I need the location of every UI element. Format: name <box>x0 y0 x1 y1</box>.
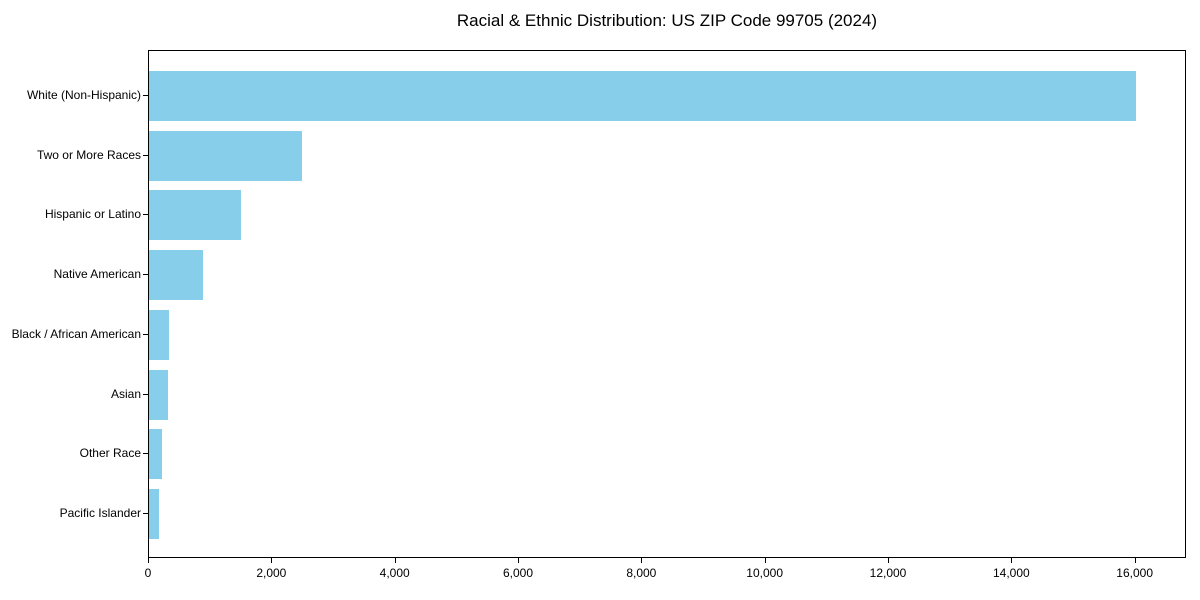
x-tick-label-16000: 16,000 <box>1116 566 1154 580</box>
x-tick-mark <box>148 558 149 563</box>
y-tick-label-two-or-more-races: Two or More Races <box>36 147 141 162</box>
y-tick-mark <box>143 453 148 455</box>
plot-area <box>148 50 1186 558</box>
x-tick-label-2000: 2,000 <box>256 566 287 580</box>
x-tick-label-6000: 6,000 <box>502 566 534 580</box>
x-tick-label-14000: 14,000 <box>992 566 1030 580</box>
x-tick-mark <box>641 558 643 563</box>
bar-pacific-islander <box>149 489 160 540</box>
y-tick-label-other-race: Other Race <box>79 446 141 461</box>
x-tick-mark <box>1011 558 1013 563</box>
x-tick-mark <box>518 558 519 563</box>
y-tick-mark <box>143 274 148 276</box>
bar-hispanic-or-latino <box>149 190 241 241</box>
x-tick-label-8000: 8,000 <box>626 566 657 580</box>
bar-two-or-more-races <box>149 130 302 181</box>
y-tick-mark <box>143 214 148 216</box>
x-tick-mark <box>394 558 396 563</box>
y-tick-label-hispanic-or-latino: Hispanic or Latino <box>44 207 141 222</box>
bar-asian <box>149 369 169 420</box>
y-tick-label-white-non-hispanic: White (Non-Hispanic) <box>26 87 141 102</box>
x-tick-label-12000: 12,000 <box>869 566 907 580</box>
x-tick-mark <box>764 558 766 563</box>
x-tick-mark <box>1134 558 1136 563</box>
bar-other-race <box>149 429 162 480</box>
y-tick-label-native-american: Native American <box>53 267 141 282</box>
bar-white-non-hispanic <box>149 70 1136 121</box>
chart-title: Racial & Ethnic Distribution: US ZIP Cod… <box>456 11 878 30</box>
x-tick-label-0: 0 <box>144 566 152 580</box>
x-tick-label-10000: 10,000 <box>746 566 784 580</box>
x-tick-mark <box>888 558 889 563</box>
y-tick-mark <box>143 94 148 96</box>
y-tick-label-pacific-islander: Pacific Islander <box>59 506 141 521</box>
bar-native-american <box>149 250 203 301</box>
y-tick-mark <box>143 333 148 335</box>
y-tick-mark <box>143 393 148 395</box>
y-tick-mark <box>143 513 148 515</box>
x-tick-mark <box>271 558 273 563</box>
x-tick-label-4000: 4,000 <box>379 566 410 580</box>
bar-black-african-american <box>149 309 169 360</box>
y-tick-label-asian: Asian <box>110 386 141 401</box>
y-tick-label-black-african-american: Black / African American <box>11 326 141 341</box>
y-tick-mark <box>143 154 148 156</box>
